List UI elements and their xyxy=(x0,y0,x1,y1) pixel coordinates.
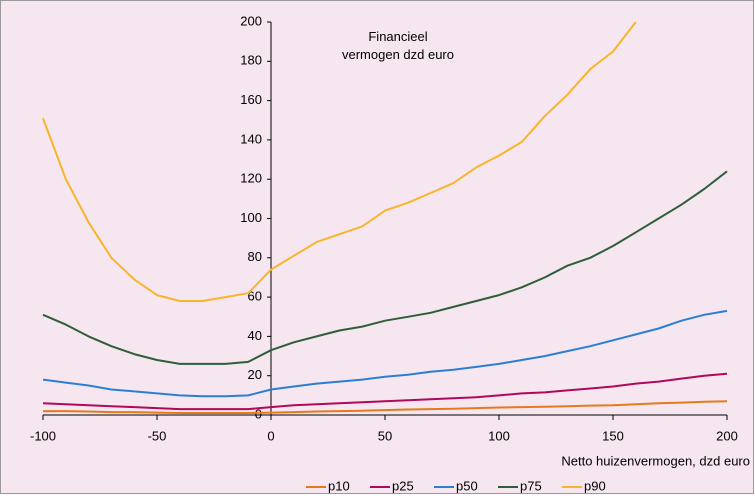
y-tick-label: 120 xyxy=(240,171,262,186)
y-tick-label: 140 xyxy=(240,131,262,146)
x-tick-label: 0 xyxy=(267,428,274,443)
legend-label: p75 xyxy=(520,478,542,493)
x-tick-label: -50 xyxy=(148,428,167,443)
data-line xyxy=(42,372,728,411)
x-tick-label: 50 xyxy=(378,428,392,443)
data-line xyxy=(42,309,728,398)
data-line xyxy=(43,400,728,414)
x-tick-label: 100 xyxy=(488,428,510,443)
x-tick-label: 200 xyxy=(716,428,738,443)
y-tick-label: 180 xyxy=(240,53,262,68)
y-tick-label: 200 xyxy=(240,13,262,28)
y-tick-label: 60 xyxy=(248,289,262,304)
legend-label: p50 xyxy=(456,478,478,493)
legend-label: p10 xyxy=(328,478,350,493)
data-line xyxy=(42,170,728,365)
legend-label: p90 xyxy=(584,478,606,493)
x-axis-title: Netto huizenvermogen, dzd euro xyxy=(561,453,750,468)
y-tick-label: 0 xyxy=(255,406,262,421)
x-tick-label: -100 xyxy=(30,428,56,443)
y-tick-label: 160 xyxy=(240,92,262,107)
y-tick-label: 80 xyxy=(248,249,262,264)
y-tick-label: 20 xyxy=(248,367,262,382)
data-line xyxy=(42,21,637,302)
legend-label: p25 xyxy=(392,478,414,493)
annotation: Financieel vermogen dzd euro xyxy=(342,29,454,62)
x-tick-label: 150 xyxy=(602,428,624,443)
y-tick-label: 40 xyxy=(248,328,262,343)
y-tick-label: 100 xyxy=(240,210,262,225)
